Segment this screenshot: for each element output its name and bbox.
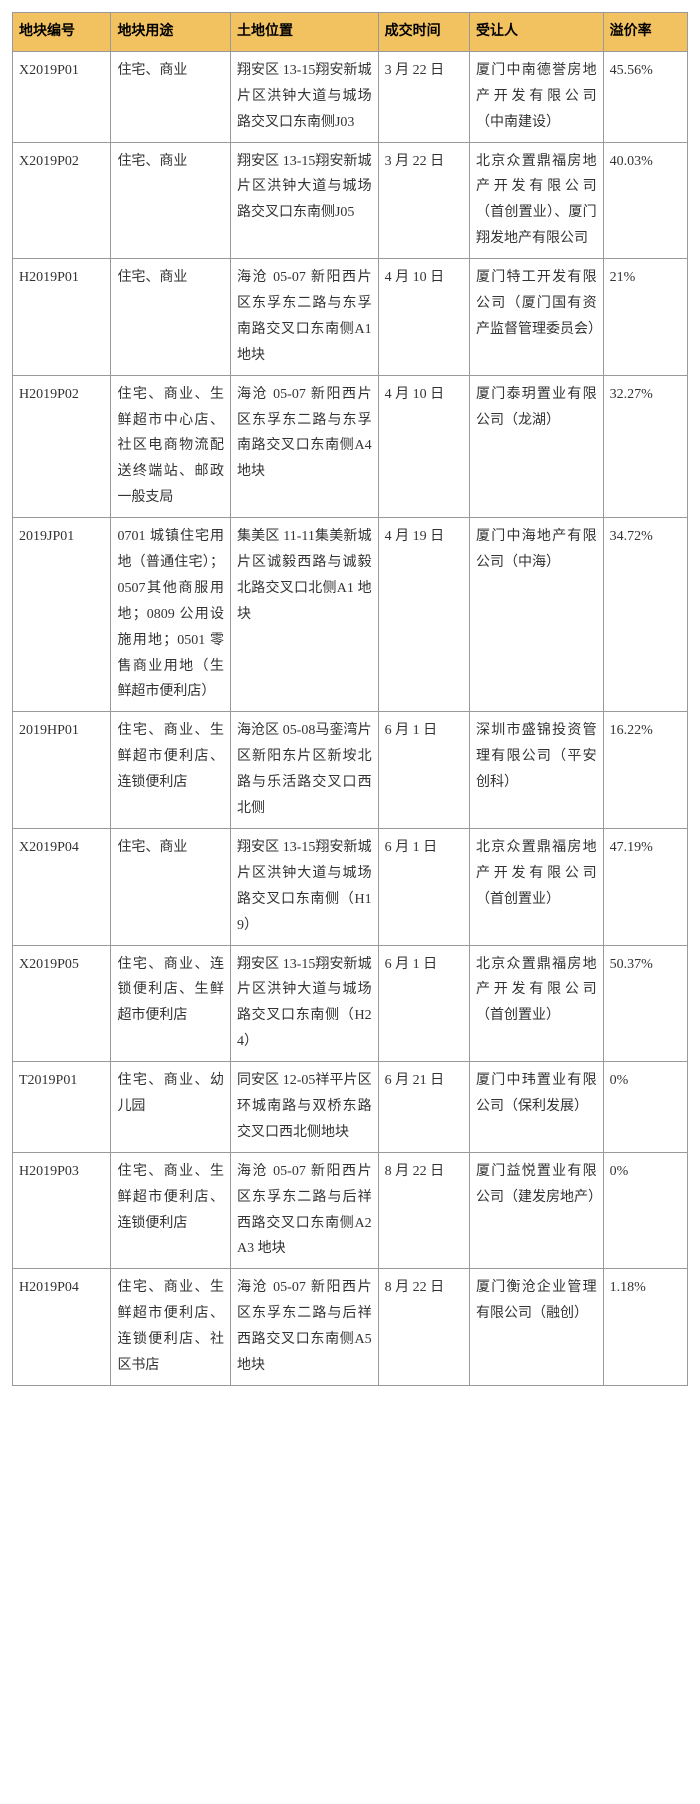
cell-date: 4 月 10 日	[378, 375, 469, 517]
cell-usage: 住宅、商业、生鲜超市便利店、连锁便利店、社区书店	[111, 1269, 231, 1386]
cell-code: T2019P01	[13, 1062, 111, 1153]
cell-date: 6 月 1 日	[378, 945, 469, 1062]
cell-assignee: 厦门泰玥置业有限公司（龙湖）	[470, 375, 604, 517]
header-location: 土地位置	[230, 13, 378, 52]
cell-premium: 1.18%	[603, 1269, 687, 1386]
cell-date: 4 月 10 日	[378, 259, 469, 376]
cell-premium: 45.56%	[603, 51, 687, 142]
table-row: H2019P01住宅、商业海沧 05-07 新阳西片区东孚东二路与东孚南路交叉口…	[13, 259, 688, 376]
table-row: H2019P03住宅、商业、生鲜超市便利店、连锁便利店海沧 05-07 新阳西片…	[13, 1152, 688, 1269]
cell-premium: 0%	[603, 1152, 687, 1269]
cell-usage: 住宅、商业、生鲜超市中心店、社区电商物流配送终端站、邮政一般支局	[111, 375, 231, 517]
cell-usage: 住宅、商业、连锁便利店、生鲜超市便利店	[111, 945, 231, 1062]
cell-location: 海沧 05-07 新阳西片区东孚东二路与东孚南路交叉口东南侧A1 地块	[230, 259, 378, 376]
cell-location: 海沧 05-07 新阳西片区东孚东二路与东孚南路交叉口东南侧A4 地块	[230, 375, 378, 517]
cell-date: 6 月 21 日	[378, 1062, 469, 1153]
cell-premium: 34.72%	[603, 518, 687, 712]
cell-assignee: 厦门衡沧企业管理有限公司（融创）	[470, 1269, 604, 1386]
cell-location: 翔安区 13-15翔安新城片区洪钟大道与城场路交叉口东南侧J05	[230, 142, 378, 259]
table-row: X2019P04住宅、商业翔安区 13-15翔安新城片区洪钟大道与城场路交叉口东…	[13, 828, 688, 945]
cell-usage: 住宅、商业	[111, 259, 231, 376]
table-row: X2019P02住宅、商业翔安区 13-15翔安新城片区洪钟大道与城场路交叉口东…	[13, 142, 688, 259]
cell-code: 2019JP01	[13, 518, 111, 712]
cell-location: 海沧 05-07 新阳西片区东孚东二路与后祥西路交叉口东南侧A2A3 地块	[230, 1152, 378, 1269]
header-assignee: 受让人	[470, 13, 604, 52]
cell-date: 4 月 19 日	[378, 518, 469, 712]
cell-premium: 21%	[603, 259, 687, 376]
cell-date: 6 月 1 日	[378, 712, 469, 829]
cell-location: 翔安区 13-15翔安新城片区洪钟大道与城场路交叉口东南侧（H19）	[230, 828, 378, 945]
cell-date: 8 月 22 日	[378, 1152, 469, 1269]
cell-location: 翔安区 13-15翔安新城片区洪钟大道与城场路交叉口东南侧（H24）	[230, 945, 378, 1062]
header-code: 地块编号	[13, 13, 111, 52]
cell-premium: 0%	[603, 1062, 687, 1153]
cell-code: X2019P05	[13, 945, 111, 1062]
header-usage: 地块用途	[111, 13, 231, 52]
cell-assignee: 厦门中海地产有限公司（中海）	[470, 518, 604, 712]
cell-usage: 住宅、商业	[111, 828, 231, 945]
table-row: 2019JP010701 城镇住宅用地（普通住宅）；0507其他商服用地；080…	[13, 518, 688, 712]
cell-assignee: 厦门益悦置业有限公司（建发房地产）	[470, 1152, 604, 1269]
cell-code: X2019P02	[13, 142, 111, 259]
cell-assignee: 北京众置鼎福房地产开发有限公司（首创置业）、厦门翔发地产有限公司	[470, 142, 604, 259]
header-date: 成交时间	[378, 13, 469, 52]
cell-code: X2019P01	[13, 51, 111, 142]
cell-location: 翔安区 13-15翔安新城片区洪钟大道与城场路交叉口东南侧J03	[230, 51, 378, 142]
cell-assignee: 厦门中玮置业有限公司（保利发展）	[470, 1062, 604, 1153]
cell-usage: 住宅、商业、生鲜超市便利店、连锁便利店	[111, 1152, 231, 1269]
table-body: X2019P01住宅、商业翔安区 13-15翔安新城片区洪钟大道与城场路交叉口东…	[13, 51, 688, 1385]
table-row: T2019P01住宅、商业、幼儿园同安区 12-05祥平片区环城南路与双桥东路交…	[13, 1062, 688, 1153]
cell-code: 2019HP01	[13, 712, 111, 829]
cell-assignee: 深圳市盛锦投资管理有限公司（平安创科）	[470, 712, 604, 829]
cell-premium: 32.27%	[603, 375, 687, 517]
cell-date: 3 月 22 日	[378, 51, 469, 142]
cell-usage: 住宅、商业	[111, 51, 231, 142]
table-row: H2019P02住宅、商业、生鲜超市中心店、社区电商物流配送终端站、邮政一般支局…	[13, 375, 688, 517]
cell-assignee: 北京众置鼎福房地产开发有限公司（首创置业）	[470, 945, 604, 1062]
cell-usage: 住宅、商业	[111, 142, 231, 259]
cell-premium: 50.37%	[603, 945, 687, 1062]
cell-date: 3 月 22 日	[378, 142, 469, 259]
cell-location: 海沧区 05-08马銮湾片区新阳东片区新垵北路与乐活路交叉口西北侧	[230, 712, 378, 829]
table-row: H2019P04住宅、商业、生鲜超市便利店、连锁便利店、社区书店海沧 05-07…	[13, 1269, 688, 1386]
cell-assignee: 厦门特工开发有限公司（厦门国有资产监督管理委员会）	[470, 259, 604, 376]
cell-date: 8 月 22 日	[378, 1269, 469, 1386]
cell-usage: 住宅、商业、幼儿园	[111, 1062, 231, 1153]
header-premium: 溢价率	[603, 13, 687, 52]
header-row: 地块编号 地块用途 土地位置 成交时间 受让人 溢价率	[13, 13, 688, 52]
table-row: X2019P01住宅、商业翔安区 13-15翔安新城片区洪钟大道与城场路交叉口东…	[13, 51, 688, 142]
cell-code: H2019P03	[13, 1152, 111, 1269]
cell-date: 6 月 1 日	[378, 828, 469, 945]
cell-assignee: 北京众置鼎福房地产开发有限公司（首创置业）	[470, 828, 604, 945]
cell-assignee: 厦门中南德誉房地产开发有限公司（中南建设）	[470, 51, 604, 142]
table-row: 2019HP01住宅、商业、生鲜超市便利店、连锁便利店海沧区 05-08马銮湾片…	[13, 712, 688, 829]
cell-premium: 47.19%	[603, 828, 687, 945]
cell-usage: 0701 城镇住宅用地（普通住宅）；0507其他商服用地；0809 公用设施用地…	[111, 518, 231, 712]
cell-code: H2019P01	[13, 259, 111, 376]
cell-code: H2019P02	[13, 375, 111, 517]
cell-premium: 16.22%	[603, 712, 687, 829]
cell-code: H2019P04	[13, 1269, 111, 1386]
cell-location: 集美区 11-11集美新城片区诚毅西路与诚毅北路交叉口北侧A1 地块	[230, 518, 378, 712]
table-row: X2019P05住宅、商业、连锁便利店、生鲜超市便利店翔安区 13-15翔安新城…	[13, 945, 688, 1062]
land-parcel-table: 地块编号 地块用途 土地位置 成交时间 受让人 溢价率 X2019P01住宅、商…	[12, 12, 688, 1386]
cell-premium: 40.03%	[603, 142, 687, 259]
table-header: 地块编号 地块用途 土地位置 成交时间 受让人 溢价率	[13, 13, 688, 52]
cell-location: 同安区 12-05祥平片区环城南路与双桥东路交叉口西北侧地块	[230, 1062, 378, 1153]
cell-usage: 住宅、商业、生鲜超市便利店、连锁便利店	[111, 712, 231, 829]
cell-code: X2019P04	[13, 828, 111, 945]
cell-location: 海沧 05-07 新阳西片区东孚东二路与后祥西路交叉口东南侧A5 地块	[230, 1269, 378, 1386]
